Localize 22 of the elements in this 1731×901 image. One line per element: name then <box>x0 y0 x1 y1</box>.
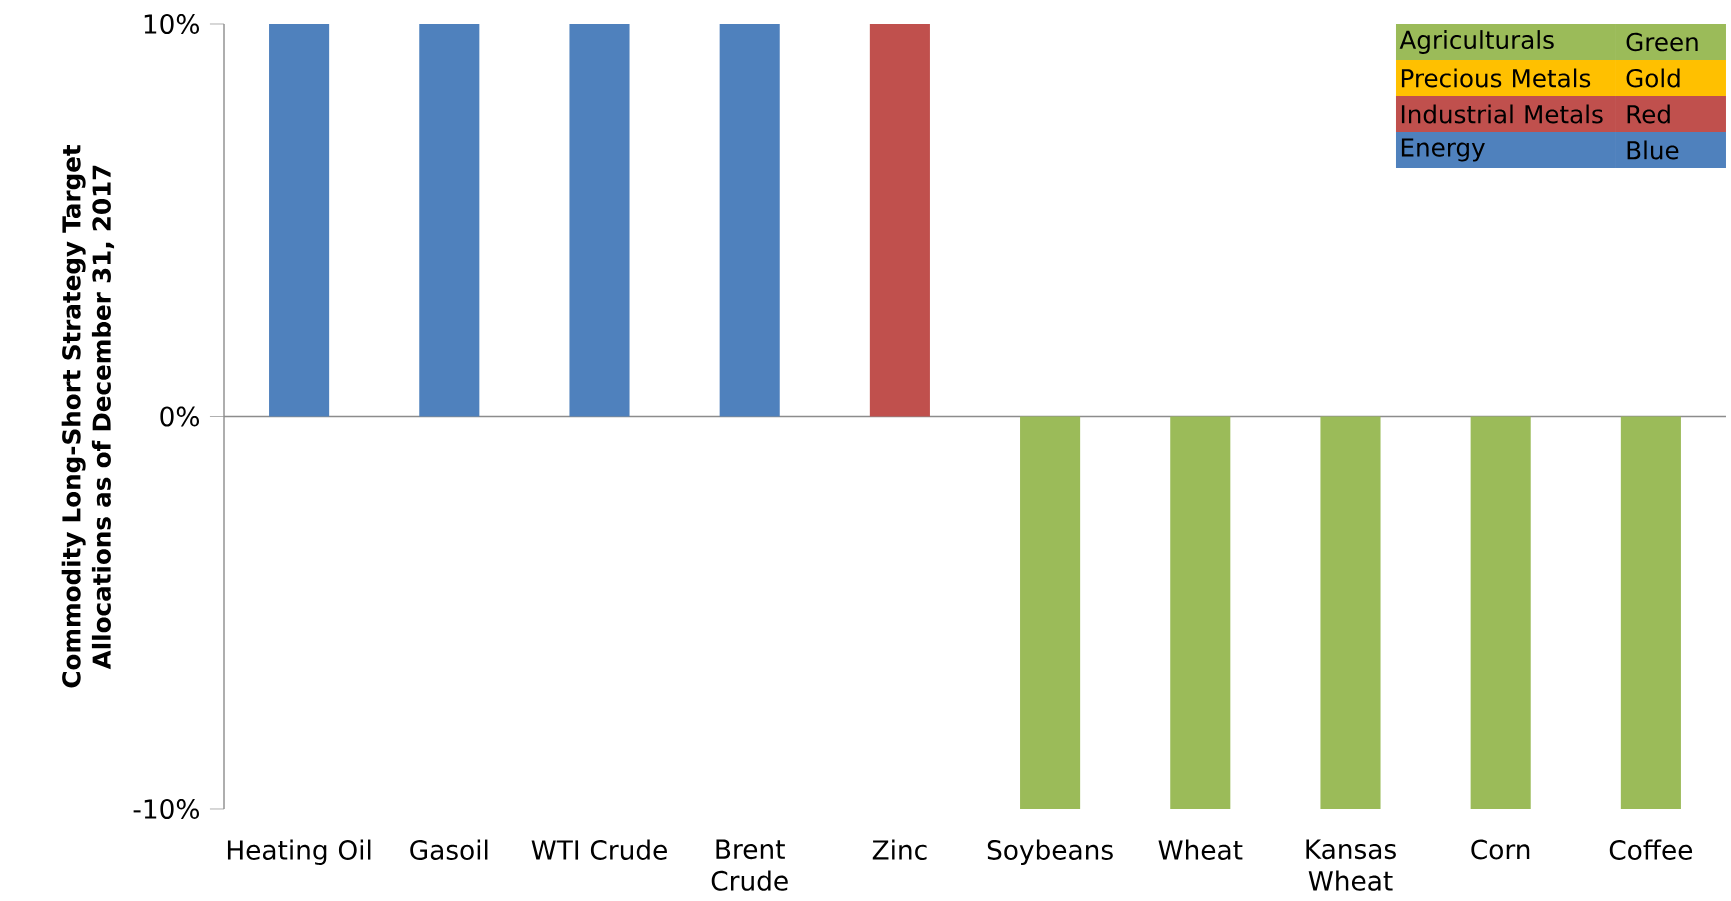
x-tick-label: Kansas Wheat <box>1306 839 1396 891</box>
x-tick-label: Corn <box>1471 839 1530 860</box>
y-axis-title: Commodity Long-Short Strategy Target Allocations as of December 31, 2017 <box>61 144 115 688</box>
legend-label: Precious Metals <box>1401 68 1591 88</box>
annotation: Green <box>1626 32 1698 52</box>
x-tick-label: Zinc <box>872 839 927 860</box>
annotation: Blue <box>1627 140 1679 160</box>
y-tick-label: -10% <box>133 799 199 819</box>
y-tick-label: 10% <box>144 14 199 34</box>
x-tick-label: Soybeans <box>987 839 1113 866</box>
text: Agriculturals <box>1399 30 1554 54</box>
x-tick-label: Brent Crude <box>711 839 788 891</box>
x-tick-label: Wheat <box>1158 839 1243 860</box>
text: Energy <box>1401 138 1485 162</box>
x-tick-label: Gasoil <box>410 839 488 860</box>
x-tick-label: Coffee <box>1609 839 1693 860</box>
legend-label: Industrial Metals <box>1401 104 1603 124</box>
annotation: Gold <box>1626 68 1680 88</box>
annotation: Red <box>1627 104 1670 124</box>
x-tick-label: WTI Crude <box>531 839 667 860</box>
x-tick-label: Heating Oil <box>227 839 371 866</box>
y-tick-label: 0% <box>160 406 199 427</box>
